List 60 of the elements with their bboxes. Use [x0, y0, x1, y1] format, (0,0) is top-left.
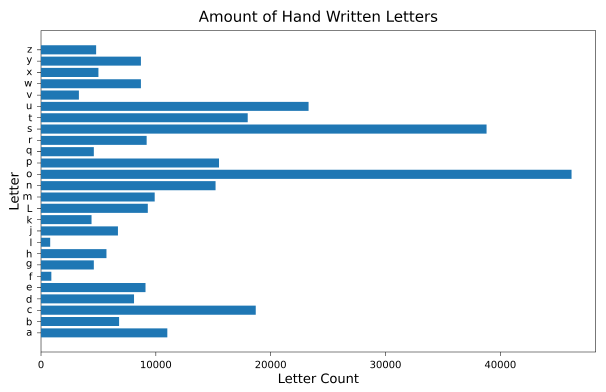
y-tick-label: n — [26, 182, 32, 188]
bar — [41, 158, 220, 168]
bar — [41, 249, 106, 258]
bar — [41, 306, 256, 315]
y-tick-label: d — [26, 295, 32, 303]
y-tick-label: b — [26, 318, 32, 326]
y-tick-label: k — [27, 216, 32, 224]
x-tick-label: 20000 — [256, 360, 286, 368]
y-tick-label: y — [26, 57, 32, 65]
bar — [41, 147, 94, 156]
y-tick-label: x — [26, 70, 32, 76]
y-tick-label: r — [29, 138, 32, 144]
y-tick-label: z — [27, 47, 32, 53]
bar — [41, 238, 50, 247]
bar — [41, 136, 147, 145]
bar — [41, 192, 155, 202]
y-tick-label: w — [24, 81, 32, 86]
bar — [41, 294, 134, 304]
y-tick-label: L — [28, 204, 32, 212]
bar — [41, 272, 52, 281]
bar — [41, 79, 141, 88]
bar — [41, 260, 94, 270]
y-tick-label: m — [23, 194, 32, 200]
bar — [41, 317, 120, 326]
bar — [41, 56, 141, 66]
bar — [41, 113, 248, 122]
y-tick-label: f — [29, 272, 32, 280]
x-tick-label: 10000 — [141, 360, 172, 368]
y-tick-label: v — [26, 92, 32, 98]
y-tick-label: j — [29, 226, 32, 236]
y-tick-label: h — [26, 250, 32, 258]
bar — [41, 102, 309, 111]
y-axis-title: Letter — [9, 172, 19, 210]
y-tick-label: o — [26, 171, 32, 178]
bar — [41, 124, 487, 134]
chart-title: Amount of Hand Written Letters — [198, 10, 438, 22]
bar — [41, 215, 92, 224]
y-tick-label: c — [27, 307, 32, 314]
bar — [41, 181, 216, 190]
y-tick-label: q — [26, 148, 32, 156]
bar — [41, 170, 572, 179]
y-tick-label: a — [26, 330, 32, 336]
bar — [41, 328, 168, 338]
y-tick-label: p — [26, 159, 32, 167]
y-tick-label: e — [26, 284, 32, 290]
y-tick-label: t — [28, 114, 32, 122]
x-tick-label: 40000 — [484, 360, 516, 368]
x-tick-label: 0 — [38, 360, 44, 368]
y-tick-label: s — [28, 126, 32, 132]
x-tick-label: 30000 — [370, 360, 401, 368]
x-axis-title: Letter Count — [278, 373, 359, 384]
bar — [41, 68, 98, 77]
y-tick-label: u — [26, 104, 32, 110]
y-tick-label: l — [30, 238, 32, 246]
y-tick-label: g — [26, 261, 32, 269]
bar — [41, 283, 146, 292]
bar — [41, 226, 118, 236]
bar — [41, 204, 148, 213]
bar — [41, 45, 96, 54]
bar — [41, 90, 79, 100]
